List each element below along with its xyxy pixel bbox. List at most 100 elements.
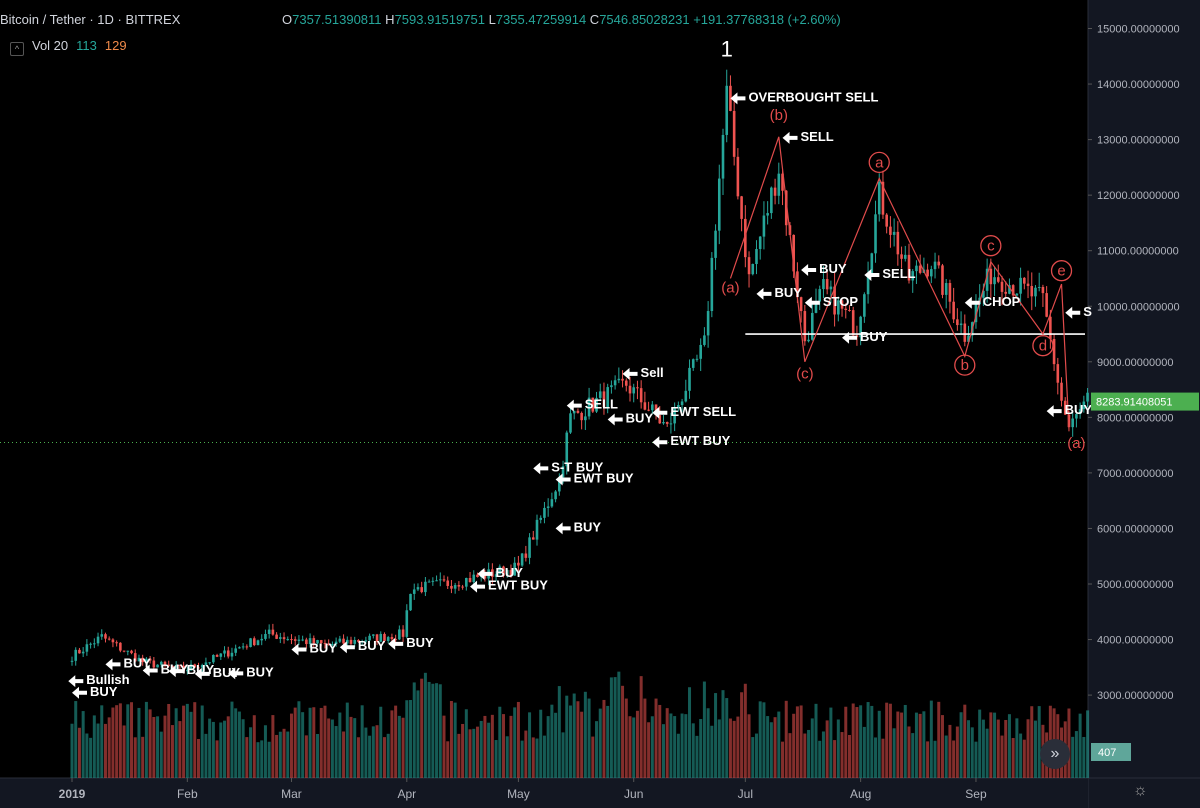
candle-body [770,187,773,214]
volume-bar [208,718,212,778]
volume-bar [438,684,442,778]
volume-bar [836,719,840,778]
candle-body [1015,293,1019,296]
volume-bar [795,706,799,778]
double-chevron-right-icon[interactable]: » [1040,739,1070,769]
candle-body [807,339,810,342]
candle-body [107,638,111,640]
volume-bar [572,693,576,778]
volume-bar [996,719,1000,778]
signal-label: SELL [882,266,915,281]
volume-bar [766,716,770,778]
volume-bar [70,723,74,778]
candle-body [944,283,948,295]
candle-body [424,581,427,593]
candle-body [513,562,516,576]
volume-bar [479,720,483,778]
candle-body [985,268,989,291]
symbol-title[interactable]: Bitcoin / Tether · 1D · BITTREX [0,12,181,27]
volume-bar [435,683,439,778]
signal-label: BUY [495,565,523,580]
candle-body [751,264,755,275]
volume-bar [349,716,353,778]
volume-bar [379,706,383,778]
volume-legend[interactable]: ^ Vol 20 113 129 [10,38,127,56]
volume-bar [130,702,134,778]
candle-body [632,387,636,394]
collapse-icon[interactable]: ^ [10,42,24,56]
volume-bar [1071,736,1075,778]
signal-label: OVERBOUGHT SELL [748,89,878,104]
candle-body [386,637,390,641]
wave-label-circle [1050,260,1073,282]
volume-bar [825,720,829,778]
candle-body [1041,286,1045,294]
time-axis[interactable] [0,778,1088,808]
signal-arrow-icon [72,686,87,699]
wave-label: a [875,154,884,171]
signal-label: BUY [774,285,802,300]
volume-bar [409,699,413,778]
candle-body [137,657,141,662]
candle-body [680,401,684,406]
signal-arrow-icon [1065,306,1081,319]
volume-bar [602,699,606,778]
candle-body [301,639,304,641]
volume-bar [204,733,208,778]
volume-bar [85,733,89,778]
candle-body [74,649,78,661]
volume-bar [546,716,550,778]
volume-bar [394,705,398,778]
candle-body [662,422,665,424]
candle-body [431,580,435,582]
volume-bar [706,708,710,778]
candle-body [717,178,721,231]
candle-body [305,639,308,645]
volume-bar [688,687,692,778]
candle-body [238,647,241,649]
candle-body [290,639,293,641]
volume-bar [483,715,487,778]
candle-body [729,85,732,111]
candle-body [732,110,736,157]
candle-body [379,633,383,642]
candle-body [204,662,208,665]
volume-bar [900,712,904,778]
candle-body [952,301,955,320]
signal-label: SELL [585,397,618,412]
volume-bar [989,712,993,778]
volume-bar [92,715,96,778]
wave-label: (a) [721,279,739,296]
volume-bar [520,740,524,778]
volume-bar [554,712,558,778]
volume-bar [632,717,636,778]
volume-bar [423,672,427,778]
volume-bar [442,715,446,778]
volume-bar [375,725,379,778]
candle-body [610,385,613,388]
candle-body [531,537,535,540]
candle-body [784,190,788,226]
wave-label: (a) [1067,435,1085,452]
candle-body [907,254,911,281]
candle-body [208,662,211,664]
y-tick-label: 15000.00000000 [1097,24,1180,36]
candle-body [892,231,896,235]
volume-bar [885,702,889,778]
volume-bar [174,708,178,778]
signal-arrow-icon [388,637,404,650]
candle-body [606,387,609,408]
wave-label: d [1039,338,1047,355]
volume-bar [241,719,245,778]
candle-body [558,477,561,492]
volume-bar [754,733,758,778]
candle-body [226,650,230,657]
gear-icon[interactable]: ☼ [1133,782,1148,799]
candle-body [982,290,985,298]
volume-bar [654,698,658,778]
candle-body [941,265,944,295]
volume-bar [747,714,751,778]
candle-body [714,230,717,258]
candle-body [178,665,182,667]
